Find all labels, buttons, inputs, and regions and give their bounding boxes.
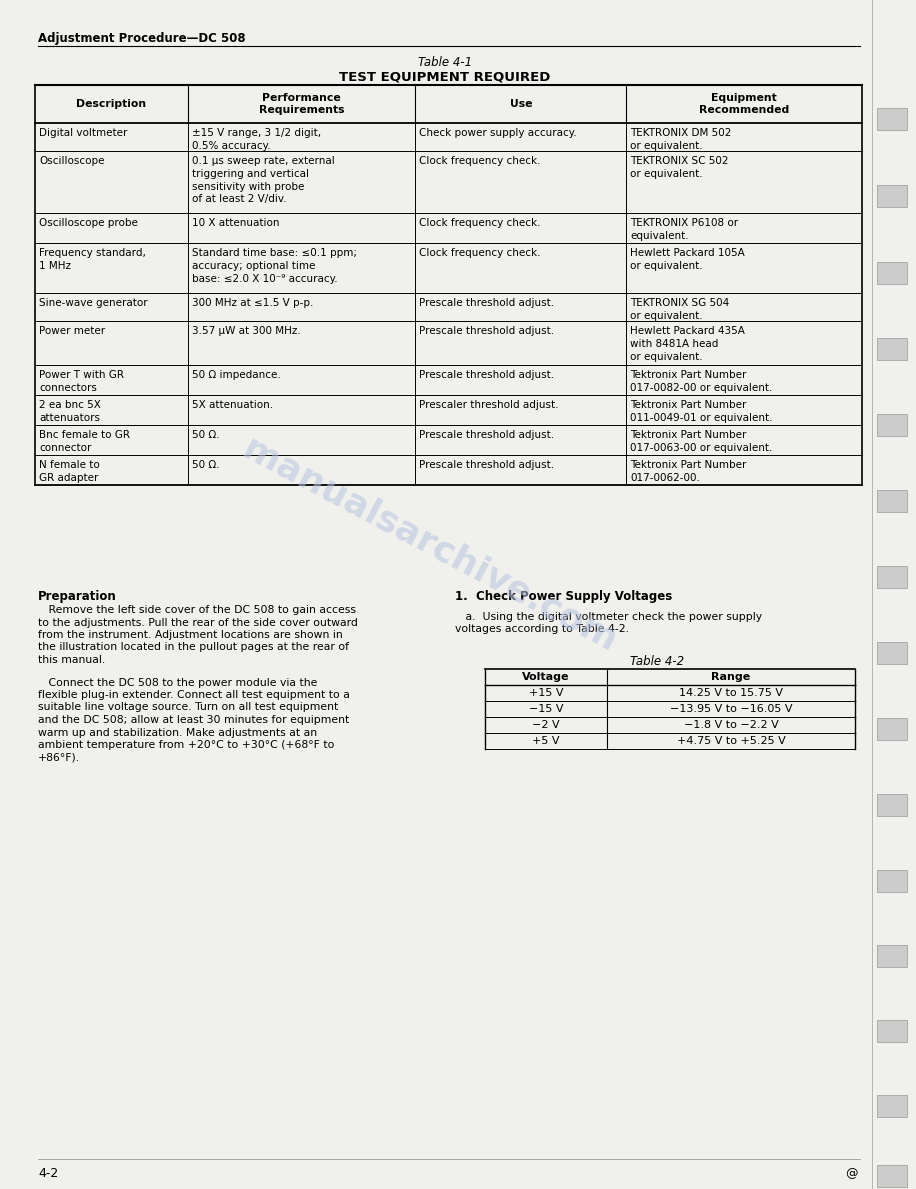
Text: Prescale threshold adjust.: Prescale threshold adjust.	[420, 326, 554, 336]
Text: Frequency standard,
1 MHz: Frequency standard, 1 MHz	[39, 249, 146, 271]
Text: +4.75 V to +5.25 V: +4.75 V to +5.25 V	[677, 736, 785, 746]
Text: TEKTRONIX DM 502
or equivalent.: TEKTRONIX DM 502 or equivalent.	[630, 128, 732, 151]
Text: −1.8 V to −2.2 V: −1.8 V to −2.2 V	[683, 721, 779, 730]
Text: Tektronix Part Number
017-0063-00 or equivalent.: Tektronix Part Number 017-0063-00 or equ…	[630, 430, 773, 453]
Bar	[877, 566, 907, 589]
Text: 1.  Check Power Supply Voltages: 1. Check Power Supply Voltages	[455, 590, 672, 603]
Text: N female to
GR adapter: N female to GR adapter	[39, 460, 100, 483]
Text: Prescaler threshold adjust.: Prescaler threshold adjust.	[420, 400, 559, 410]
Text: 5X attenuation.: 5X attenuation.	[192, 400, 273, 410]
Text: Oscilloscope probe: Oscilloscope probe	[39, 218, 138, 228]
Text: +86°F).: +86°F).	[38, 753, 80, 762]
Text: Use: Use	[509, 99, 532, 109]
Text: 50 Ω impedance.: 50 Ω impedance.	[192, 370, 280, 380]
Text: Adjustment Procedure—DC 508: Adjustment Procedure—DC 508	[38, 32, 245, 45]
Text: 50 Ω.: 50 Ω.	[192, 430, 220, 440]
Text: Standard time base: ≤0.1 ppm;
accuracy; optional time
base: ≤2.0 X 10⁻⁹ accuracy: Standard time base: ≤0.1 ppm; accuracy; …	[192, 249, 357, 284]
Text: TEST EQUIPMENT REQUIRED: TEST EQUIPMENT REQUIRED	[339, 70, 551, 83]
Text: manualsarchive.com: manualsarchive.com	[237, 432, 623, 659]
Text: 50 Ω.: 50 Ω.	[192, 460, 220, 470]
Text: 10 X attenuation: 10 X attenuation	[192, 218, 279, 228]
Text: Description: Description	[76, 99, 147, 109]
Text: Range: Range	[712, 672, 751, 682]
Bar	[877, 945, 907, 967]
Text: to the adjustments. Pull the rear of the side cover outward: to the adjustments. Pull the rear of the…	[38, 617, 358, 628]
Text: Preparation: Preparation	[38, 590, 116, 603]
Text: −2 V: −2 V	[532, 721, 560, 730]
Bar	[877, 108, 907, 130]
Text: Clock frequency check.: Clock frequency check.	[420, 218, 541, 228]
Text: ambient temperature from +20°C to +30°C (+68°F to: ambient temperature from +20°C to +30°C …	[38, 740, 334, 750]
Text: the illustration located in the pullout pages at the rear of: the illustration located in the pullout …	[38, 642, 349, 653]
Text: +5 V: +5 V	[532, 736, 560, 746]
Text: 2 ea bnc 5X
attenuators: 2 ea bnc 5X attenuators	[39, 400, 101, 423]
Text: Hewlett Packard 105A
or equivalent.: Hewlett Packard 105A or equivalent.	[630, 249, 745, 271]
Text: 14.25 V to 15.75 V: 14.25 V to 15.75 V	[679, 688, 783, 698]
Text: and the DC 508; allow at least 30 minutes for equipment: and the DC 508; allow at least 30 minute…	[38, 715, 349, 725]
Text: @: @	[845, 1166, 857, 1179]
Text: this manual.: this manual.	[38, 655, 105, 665]
Bar	[877, 338, 907, 360]
Text: voltages according to Table 4-2.: voltages according to Table 4-2.	[455, 624, 629, 635]
Text: Remove the left side cover of the DC 508 to gain access: Remove the left side cover of the DC 508…	[38, 605, 356, 615]
Text: Clock frequency check.: Clock frequency check.	[420, 156, 541, 166]
Text: Table 4-1: Table 4-1	[418, 56, 472, 69]
Text: from the instrument. Adjustment locations are shown in: from the instrument. Adjustment location…	[38, 630, 343, 640]
Bar	[877, 794, 907, 816]
Bar	[877, 185, 907, 207]
Text: Bnc female to GR
connector: Bnc female to GR connector	[39, 430, 130, 453]
Text: Connect the DC 508 to the power module via the: Connect the DC 508 to the power module v…	[38, 678, 317, 687]
Bar	[877, 414, 907, 436]
Text: Digital voltmeter: Digital voltmeter	[39, 128, 127, 138]
Text: warm up and stabilization. Make adjustments at an: warm up and stabilization. Make adjustme…	[38, 728, 317, 737]
Text: TEKTRONIX SC 502
or equivalent.: TEKTRONIX SC 502 or equivalent.	[630, 156, 729, 178]
Text: Oscilloscope: Oscilloscope	[39, 156, 104, 166]
Text: Voltage: Voltage	[522, 672, 570, 682]
Bar	[877, 490, 907, 512]
Text: flexible plug-in extender. Connect all test equipment to a: flexible plug-in extender. Connect all t…	[38, 690, 350, 700]
Text: −15 V: −15 V	[529, 704, 563, 715]
Text: Prescale threshold adjust.: Prescale threshold adjust.	[420, 370, 554, 380]
Text: Tektronix Part Number
011-0049-01 or equivalent.: Tektronix Part Number 011-0049-01 or equ…	[630, 400, 773, 423]
Text: TEKTRONIX SG 504
or equivalent.: TEKTRONIX SG 504 or equivalent.	[630, 298, 729, 321]
Text: Power T with GR
connectors: Power T with GR connectors	[39, 370, 124, 392]
Text: +15 V: +15 V	[529, 688, 563, 698]
Bar	[877, 1095, 907, 1116]
Text: Prescale threshold adjust.: Prescale threshold adjust.	[420, 430, 554, 440]
Text: Clock frequency check.: Clock frequency check.	[420, 249, 541, 258]
Text: Sine-wave generator: Sine-wave generator	[39, 298, 147, 308]
Text: Check power supply accuracy.: Check power supply accuracy.	[420, 128, 577, 138]
Text: Prescale threshold adjust.: Prescale threshold adjust.	[420, 460, 554, 470]
Bar	[877, 642, 907, 663]
Bar	[877, 870, 907, 892]
Bar	[877, 262, 907, 284]
Text: TEKTRONIX P6108 or
equivalent.: TEKTRONIX P6108 or equivalent.	[630, 218, 738, 241]
Bar	[877, 718, 907, 740]
Text: Hewlett Packard 435A
with 8481A head
or equivalent.: Hewlett Packard 435A with 8481A head or …	[630, 326, 746, 361]
Bar	[877, 1020, 907, 1042]
Text: Equipment
Recommended: Equipment Recommended	[699, 93, 790, 115]
Text: suitable line voltage source. Turn on all test equipment: suitable line voltage source. Turn on al…	[38, 703, 338, 712]
Text: 0.1 μs sweep rate, external
triggering and vertical
sensitivity with probe
of at: 0.1 μs sweep rate, external triggering a…	[192, 156, 334, 205]
Text: a.  Using the digital voltmeter check the power supply: a. Using the digital voltmeter check the…	[455, 612, 762, 622]
Text: Performance
Requirements: Performance Requirements	[259, 93, 344, 115]
Text: Table 4-2: Table 4-2	[630, 655, 684, 668]
Text: ±15 V range, 3 1/2 digit,
0.5% accuracy.: ±15 V range, 3 1/2 digit, 0.5% accuracy.	[192, 128, 322, 151]
Text: 4-2: 4-2	[38, 1166, 59, 1179]
Text: Power meter: Power meter	[39, 326, 105, 336]
Text: Tektronix Part Number
017-0082-00 or equivalent.: Tektronix Part Number 017-0082-00 or equ…	[630, 370, 773, 392]
Text: Prescale threshold adjust.: Prescale threshold adjust.	[420, 298, 554, 308]
Text: 300 MHz at ≤1.5 V p-p.: 300 MHz at ≤1.5 V p-p.	[192, 298, 313, 308]
Text: −13.95 V to −16.05 V: −13.95 V to −16.05 V	[670, 704, 792, 715]
Text: Tektronix Part Number
017-0062-00.: Tektronix Part Number 017-0062-00.	[630, 460, 747, 483]
Text: 3.57 μW at 300 MHz.: 3.57 μW at 300 MHz.	[192, 326, 300, 336]
Bar	[877, 1165, 907, 1187]
